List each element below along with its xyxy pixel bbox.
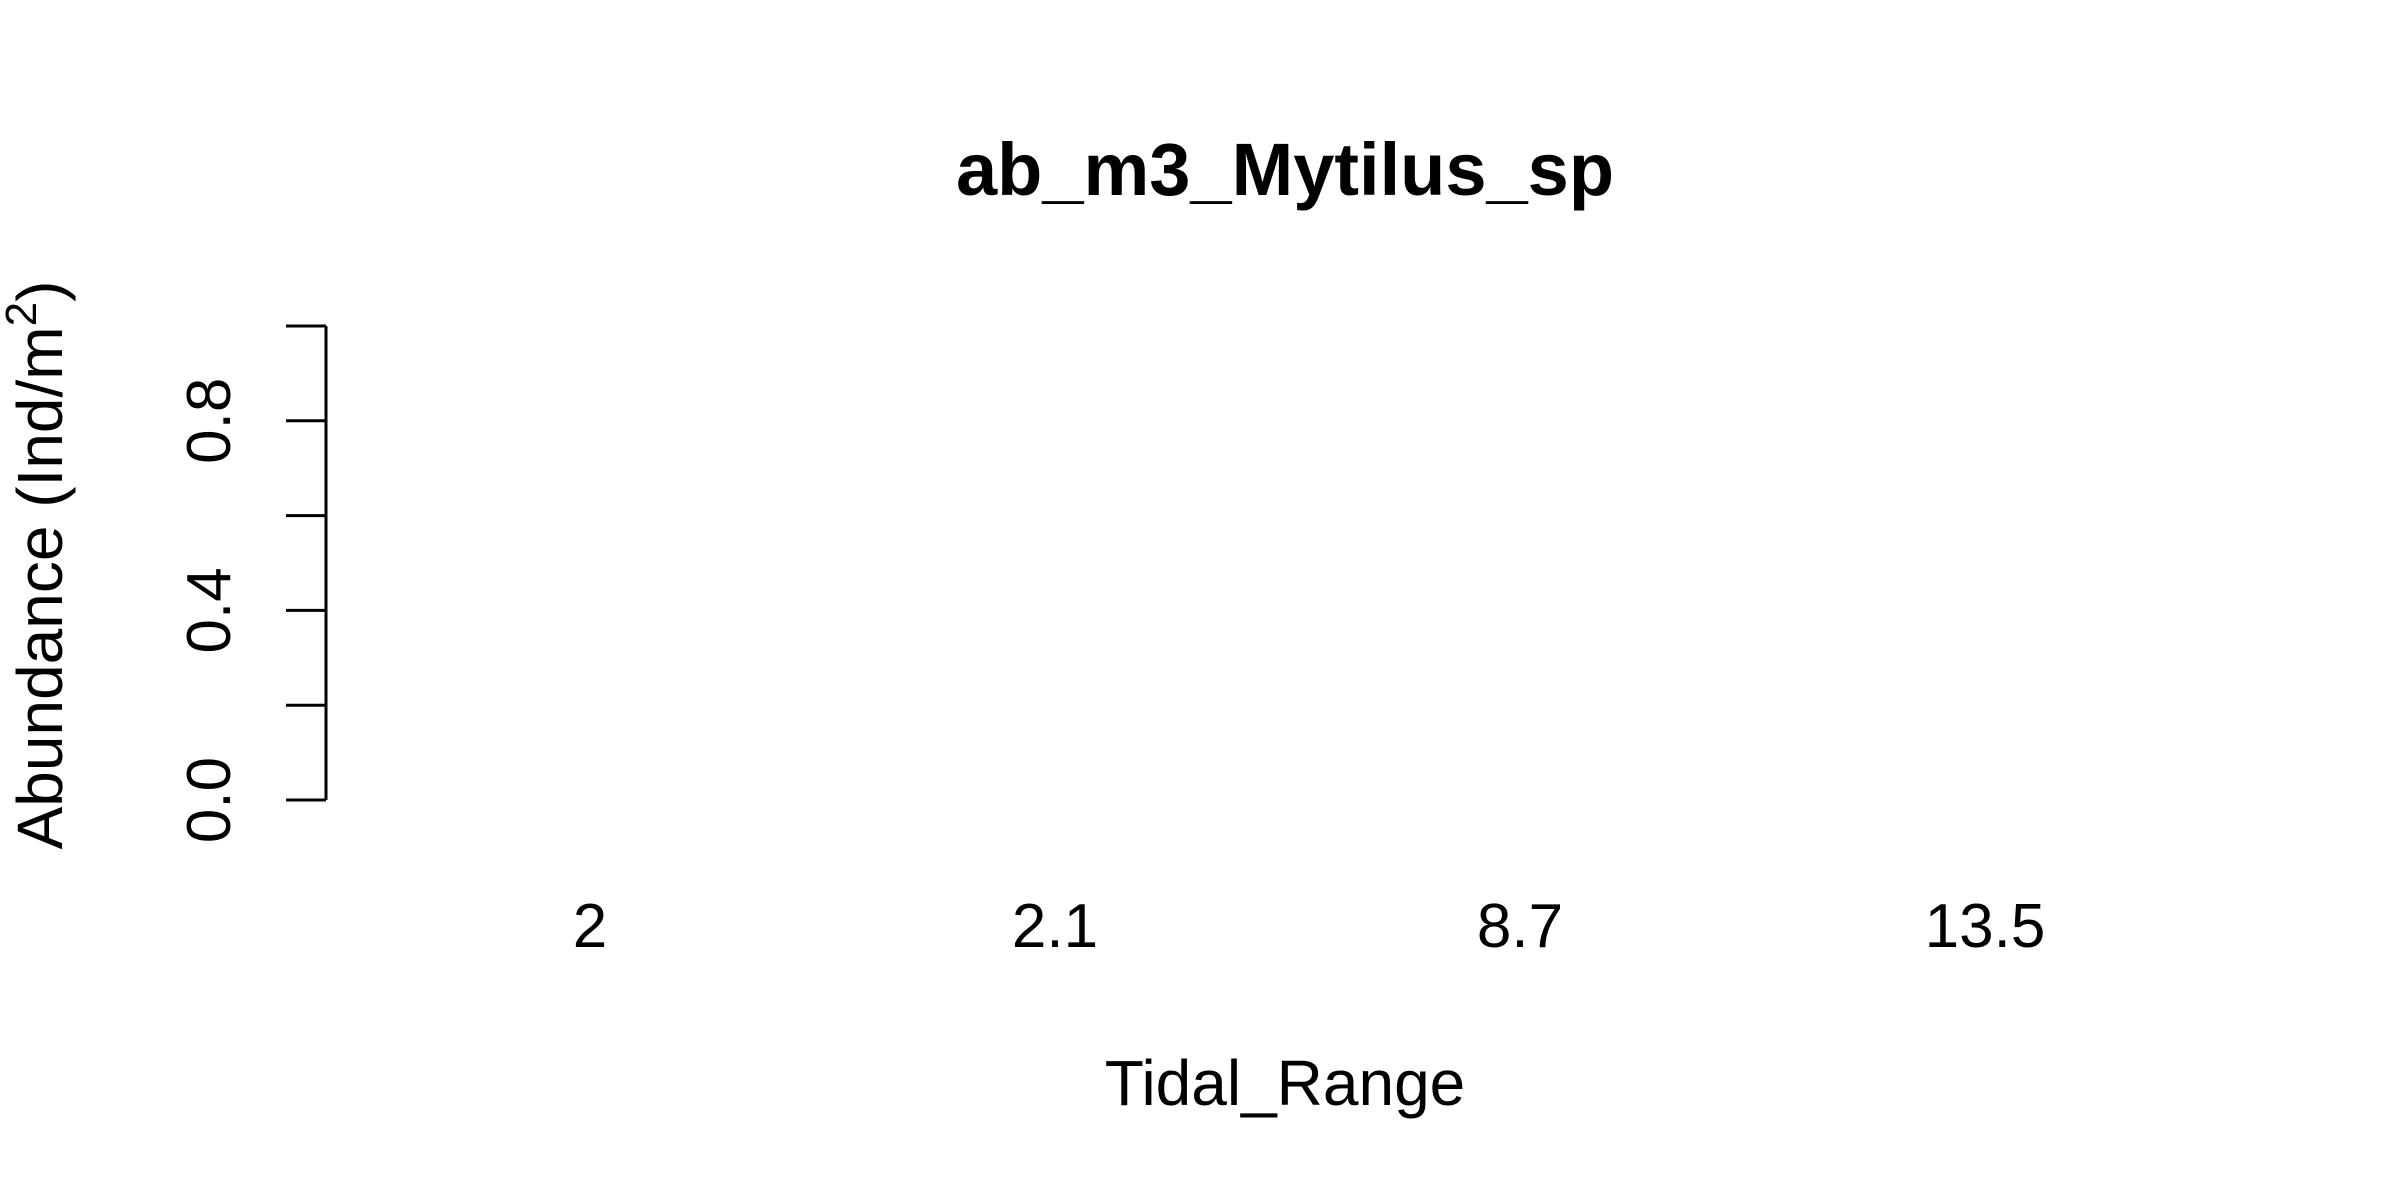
x-tick-labels: 2 2.1 8.7 13.5 [573, 892, 2046, 961]
x-tick-label: 8.7 [1477, 892, 1563, 961]
y-tick-label: 0.0 [175, 757, 244, 843]
y-axis-label-superscript: 2 [0, 302, 46, 326]
y-axis-label: Abundance (Ind/m2) [0, 281, 76, 850]
x-tick-label: 2.1 [1012, 892, 1098, 961]
y-axis-label-close: ) [4, 281, 76, 302]
y-tick-label: 0.8 [175, 378, 244, 464]
y-ticks: 0.0 0.4 0.8 [175, 324, 326, 843]
x-tick-label: 13.5 [1925, 892, 2046, 961]
chart-title: ab_m3_Mytilus_sp [956, 128, 1614, 211]
x-tick-label: 2 [573, 892, 607, 961]
y-axis-label-main: Abundance (Ind/m [4, 326, 76, 849]
x-axis-label: Tidal_Range [1105, 1047, 1466, 1119]
y-axis: 0.0 0.4 0.8 [175, 324, 328, 843]
y-tick-label: 0.4 [175, 567, 244, 653]
